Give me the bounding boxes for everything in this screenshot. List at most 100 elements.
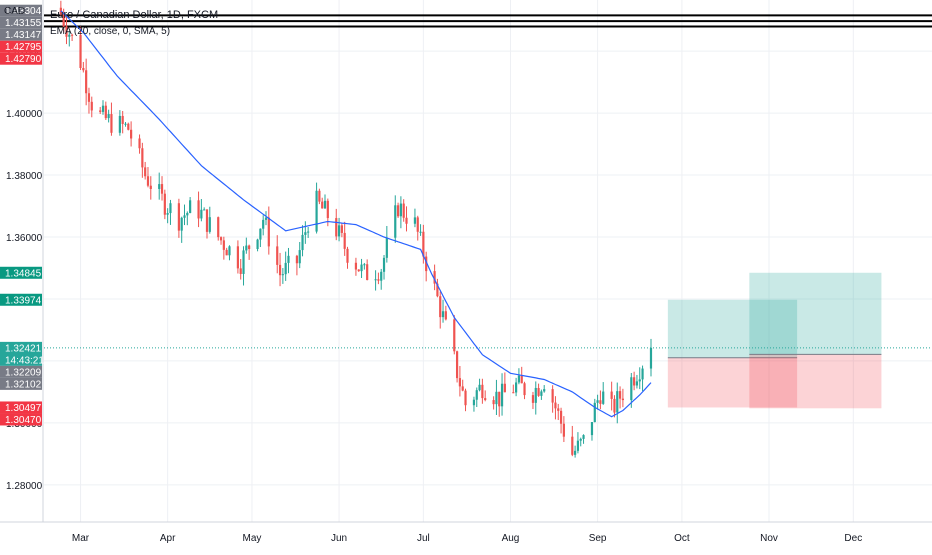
candle-body	[576, 440, 580, 451]
currency-label: CAD	[4, 6, 25, 17]
candle-body	[574, 450, 577, 455]
x-tick-label: Nov	[760, 533, 778, 544]
candle-body	[107, 114, 110, 119]
candle-body	[649, 347, 653, 369]
candle-body	[197, 200, 200, 219]
candle-body	[127, 123, 130, 130]
candle-body	[315, 190, 318, 232]
candle-body	[382, 257, 386, 272]
candle-body	[582, 435, 585, 439]
price-tag-label: 1.43147	[5, 30, 42, 41]
candle-body	[515, 382, 518, 393]
price-tag	[0, 341, 42, 366]
candle-body	[495, 391, 498, 405]
candle-body	[537, 387, 540, 396]
candle-body	[160, 184, 164, 194]
candle-body	[416, 217, 419, 232]
candle-body	[641, 368, 644, 380]
grid	[44, 0, 932, 522]
price-tag	[0, 401, 42, 414]
candle-body	[503, 383, 506, 393]
candle-body	[472, 399, 476, 406]
candle-body	[630, 377, 633, 401]
candle-body	[531, 395, 535, 403]
candle-body	[110, 114, 113, 133]
candle-body	[517, 375, 521, 383]
price-tag	[0, 52, 42, 65]
price-tag	[0, 16, 42, 29]
candle-body	[295, 255, 299, 264]
candle-body	[396, 205, 400, 217]
candle-body	[618, 391, 622, 399]
candle-body	[616, 391, 619, 413]
horizontal-lines[interactable]	[44, 14, 932, 28]
price-tag	[0, 28, 42, 41]
candle-body	[62, 14, 65, 27]
candle-body	[124, 123, 127, 125]
candle-body	[65, 26, 68, 37]
candle-body	[484, 398, 487, 401]
candle-body	[138, 138, 141, 149]
candle-body	[590, 422, 594, 436]
candle-body	[500, 383, 504, 407]
candle-body	[593, 402, 596, 423]
candle-body	[363, 264, 366, 266]
candle-body	[385, 237, 388, 258]
candle-body	[318, 190, 321, 202]
candle-body	[366, 264, 369, 280]
indicator-label[interactable]: EMA (20, close, 0, SMA, 5)	[50, 26, 170, 37]
candle-body	[248, 245, 251, 249]
candle-body	[346, 248, 349, 263]
candle-body	[287, 255, 290, 263]
candle-body	[267, 217, 270, 247]
candle-body	[441, 311, 445, 318]
candle-body	[79, 34, 82, 69]
candle-body	[101, 105, 105, 112]
candle-body	[551, 389, 554, 403]
time-axis[interactable]: MarAprMayJunJulAugSepOctNovDec20	[72, 533, 932, 544]
price-tag-label: 1.42795	[5, 42, 42, 53]
x-tick-label: May	[242, 533, 261, 544]
candle-body	[200, 209, 203, 219]
price-tag-label: 1.32209	[5, 367, 42, 378]
candle-body	[357, 269, 360, 272]
position-stop-zone[interactable]	[667, 357, 798, 408]
candle-body	[613, 398, 616, 413]
candle-body	[189, 200, 192, 213]
candle-body	[610, 391, 613, 399]
symbol-title[interactable]: Euro / Canadian Dollar, 1D, FXCM	[50, 9, 218, 21]
candle-body	[186, 212, 189, 216]
candle-body	[264, 217, 268, 220]
candle-body	[635, 381, 639, 386]
candle-body	[222, 240, 225, 250]
candle-body	[540, 391, 543, 396]
candle-body	[323, 200, 327, 209]
candle-body	[455, 351, 459, 379]
price-tag	[0, 266, 42, 279]
price-tag	[0, 4, 42, 17]
candle-body	[562, 423, 565, 437]
candle-body	[205, 209, 209, 232]
candle-body	[177, 203, 180, 231]
candle-body	[602, 391, 605, 404]
candle-body	[278, 264, 282, 276]
candle-body	[158, 184, 161, 189]
candle-body	[523, 383, 526, 396]
candle-body	[599, 400, 602, 404]
bar-countdown-label: 14:43:21	[5, 355, 44, 366]
x-tick-label: Jun	[331, 533, 347, 544]
candle-body	[492, 400, 495, 405]
candle-body	[419, 231, 422, 233]
y-tick-label: 1.36000	[6, 233, 43, 244]
candle-body	[298, 250, 301, 264]
position-stop-zone[interactable]	[749, 354, 882, 409]
position-profit-zone[interactable]	[749, 272, 882, 355]
candle-body	[461, 386, 464, 391]
candle-body	[71, 34, 74, 36]
price-tag	[0, 293, 42, 306]
x-tick-label: Mar	[72, 533, 90, 544]
candle-body	[321, 201, 324, 209]
price-tag-label: 1.43304	[5, 6, 42, 17]
